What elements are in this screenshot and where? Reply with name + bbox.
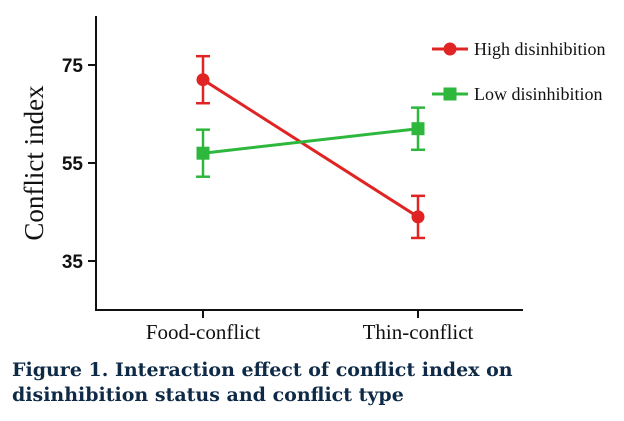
legend: High disinhibition Low disinhibition bbox=[432, 39, 606, 104]
figure-caption: Figure 1. Interaction effect of conflict… bbox=[12, 359, 513, 406]
x-category-label: Food-conflict bbox=[146, 320, 260, 344]
axes bbox=[95, 16, 523, 311]
data-point bbox=[411, 210, 425, 224]
data-point bbox=[411, 122, 425, 136]
legend-label: Low disinhibition bbox=[474, 84, 603, 104]
legend-item: High disinhibition bbox=[432, 39, 606, 59]
series-line bbox=[202, 78, 419, 219]
series-layer bbox=[196, 54, 425, 240]
y-tick-label: 35 bbox=[62, 252, 84, 273]
x-category-label: Thin-conflict bbox=[363, 320, 474, 344]
x-categories: Food-conflict Thin-conflict bbox=[146, 310, 474, 344]
legend-marker bbox=[443, 42, 457, 56]
y-axis-label: Conflict index bbox=[19, 85, 49, 241]
series-line bbox=[202, 127, 419, 155]
legend-item: Low disinhibition bbox=[432, 84, 603, 104]
data-point bbox=[196, 146, 210, 160]
series-low-disinhibition bbox=[196, 106, 425, 178]
legend-marker bbox=[443, 87, 457, 101]
y-ticks: 35 55 75 bbox=[62, 56, 96, 273]
data-point bbox=[196, 73, 210, 87]
legend-label: High disinhibition bbox=[474, 39, 606, 59]
y-tick-label: 55 bbox=[62, 154, 84, 175]
interaction-chart: 35 55 75 Food-conflict Thin-conflict High d… bbox=[19, 16, 606, 344]
series-high-disinhibition bbox=[196, 54, 425, 240]
y-tick-label: 75 bbox=[62, 56, 84, 77]
